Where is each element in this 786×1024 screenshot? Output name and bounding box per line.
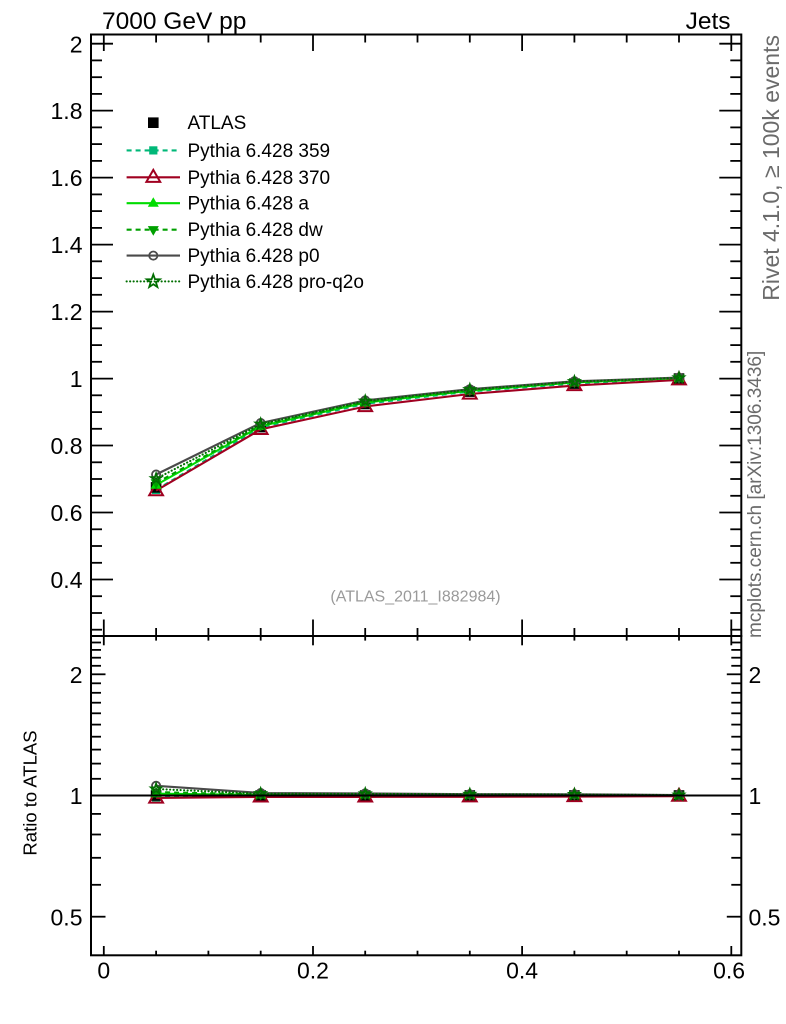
- svg-text:1: 1: [70, 366, 83, 392]
- svg-text:ATLAS: ATLAS: [188, 113, 247, 134]
- svg-text:0.2: 0.2: [297, 958, 329, 984]
- svg-text:1.8: 1.8: [51, 98, 83, 124]
- svg-text:0.4: 0.4: [51, 567, 83, 593]
- svg-text:1.4: 1.4: [51, 232, 83, 258]
- svg-text:mcplots.cern.ch [arXiv:1306.34: mcplots.cern.ch [arXiv:1306.3436]: [745, 351, 766, 638]
- svg-text:(ATLAS_2011_I882984): (ATLAS_2011_I882984): [330, 589, 500, 606]
- svg-text:Pythia 6.428 p0: Pythia 6.428 p0: [188, 246, 320, 267]
- svg-text:Pythia 6.428 dw: Pythia 6.428 dw: [188, 220, 323, 241]
- svg-text:2: 2: [749, 662, 762, 688]
- svg-text:2: 2: [70, 31, 83, 57]
- svg-text:1: 1: [70, 783, 83, 809]
- svg-text:0: 0: [97, 958, 110, 984]
- svg-text:Pythia 6.428 359: Pythia 6.428 359: [188, 141, 331, 162]
- svg-text:0.4: 0.4: [506, 958, 538, 984]
- svg-text:2: 2: [70, 662, 83, 688]
- svg-text:0.5: 0.5: [749, 904, 781, 930]
- svg-text:Ratio to ATLAS: Ratio to ATLAS: [20, 730, 41, 855]
- svg-text:0.6: 0.6: [713, 958, 745, 984]
- svg-text:0.6: 0.6: [51, 500, 83, 526]
- svg-text:7000 GeV pp: 7000 GeV pp: [102, 8, 246, 35]
- svg-text:1.2: 1.2: [51, 299, 83, 325]
- svg-text:0.5: 0.5: [51, 904, 83, 930]
- svg-text:Pythia 6.428 370: Pythia 6.428 370: [188, 168, 331, 189]
- svg-text:1: 1: [749, 783, 762, 809]
- svg-text:Rivet 4.1.0, ≥ 100k events: Rivet 4.1.0, ≥ 100k events: [758, 35, 784, 301]
- svg-text:Jets: Jets: [686, 8, 731, 35]
- svg-text:Pythia 6.428 a: Pythia 6.428 a: [188, 194, 310, 215]
- svg-text:1.6: 1.6: [51, 165, 83, 191]
- svg-text:0.8: 0.8: [51, 433, 83, 459]
- svg-text:Pythia 6.428 pro-q2o: Pythia 6.428 pro-q2o: [188, 272, 364, 293]
